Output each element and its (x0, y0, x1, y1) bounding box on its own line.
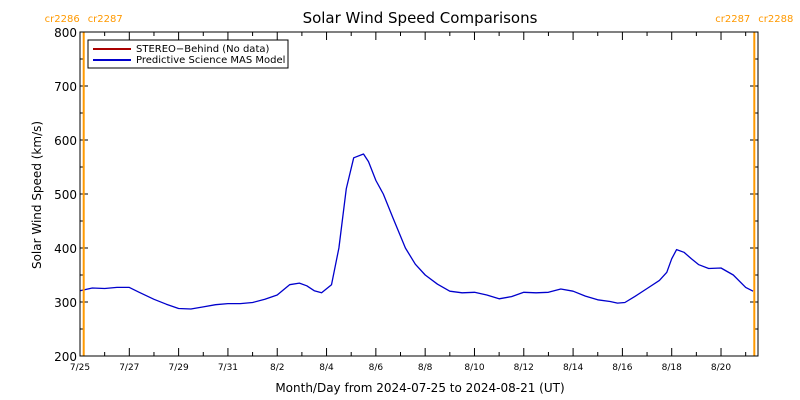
legend-label-stereo: STEREO−Behind (No data) (136, 44, 269, 55)
y-tick-label: 700 (54, 80, 77, 94)
carrington-label-right: cr2287 (88, 14, 123, 25)
y-tick-label: 800 (54, 26, 77, 40)
x-tick-label: 8/8 (418, 363, 433, 373)
x-tick-label: 7/29 (169, 363, 189, 373)
x-tick-label: 7/27 (119, 363, 139, 373)
y-tick-label: 200 (54, 350, 77, 364)
legend: STEREO−Behind (No data) Predictive Scien… (87, 39, 289, 69)
x-tick-label: 8/4 (319, 363, 334, 373)
y-tick-label: 400 (54, 242, 77, 256)
carrington-label-right: cr2288 (758, 14, 793, 25)
x-tick-label: 8/10 (464, 363, 484, 373)
carrington-label-left: cr2287 (715, 14, 750, 25)
legend-label-mas-model: Predictive Science MAS Model (136, 55, 285, 66)
y-axis-label: Solar Wind Speed (km/s) (30, 121, 44, 269)
x-tick-label: 8/2 (270, 363, 284, 373)
chart-title: Solar Wind Speed Comparisons (303, 9, 538, 27)
x-tick-label: 8/12 (514, 363, 534, 373)
y-tick-label: 600 (54, 134, 77, 148)
y-tick-label: 500 (54, 188, 77, 202)
y-tick-label: 300 (54, 296, 77, 310)
x-tick-label: 7/31 (218, 363, 238, 373)
x-tick-label: 8/20 (711, 363, 731, 373)
carrington-label-left: cr2286 (45, 14, 80, 25)
x-tick-label: 8/16 (612, 363, 632, 373)
x-axis-label: Month/Day from 2024-07-25 to 2024-08-21 … (275, 381, 564, 395)
plot-frame (79, 31, 759, 357)
x-tick-label: 8/18 (662, 363, 682, 373)
series-line-mas-model (79, 153, 754, 310)
x-tick-label: 8/14 (563, 363, 583, 373)
x-tick-label: 8/6 (369, 363, 384, 373)
x-tick-label: 7/25 (70, 363, 90, 373)
legend-box (87, 39, 289, 69)
